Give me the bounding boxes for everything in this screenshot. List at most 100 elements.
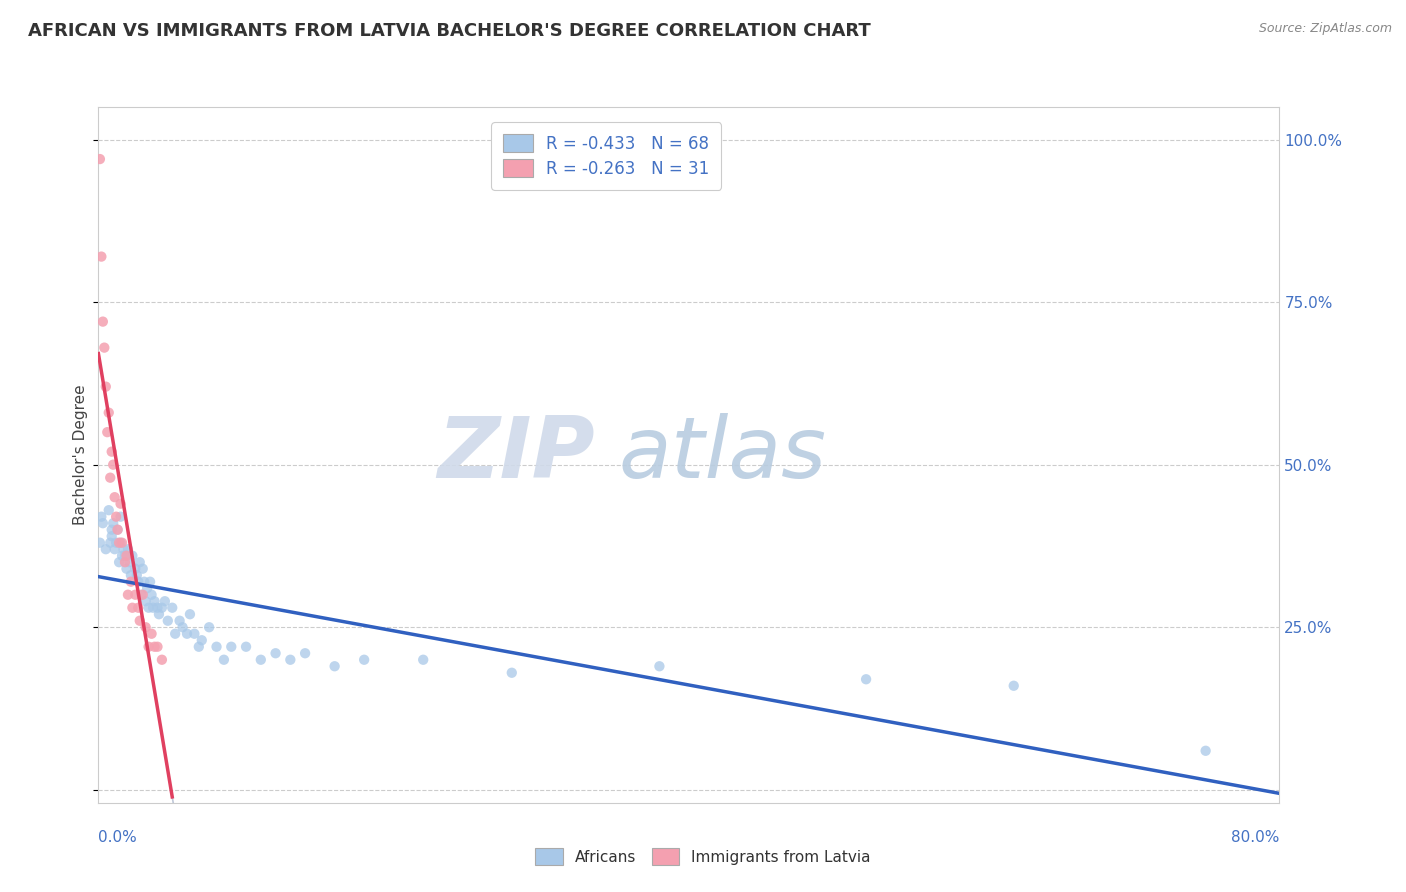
- Text: atlas: atlas: [619, 413, 827, 497]
- Point: [107, 523, 129, 537]
- Text: 0.0%: 0.0%: [98, 830, 138, 845]
- Point: [114, 549, 136, 563]
- Point: [143, 594, 166, 608]
- Point: [353, 653, 375, 667]
- Point: [120, 574, 142, 589]
- Point: [143, 640, 166, 654]
- Text: AFRICAN VS IMMIGRANTS FROM LATVIA BACHELOR'S DEGREE CORRELATION CHART: AFRICAN VS IMMIGRANTS FROM LATVIA BACHEL…: [28, 22, 870, 40]
- Point: [250, 653, 273, 667]
- Point: [138, 640, 160, 654]
- Point: [141, 588, 163, 602]
- Point: [264, 646, 287, 660]
- Point: [132, 562, 155, 576]
- Point: [191, 633, 214, 648]
- Point: [94, 542, 117, 557]
- Point: [121, 549, 143, 563]
- Point: [97, 503, 120, 517]
- Point: [135, 594, 157, 608]
- Point: [105, 535, 128, 549]
- Point: [115, 549, 138, 563]
- Point: [100, 444, 122, 458]
- Point: [103, 458, 125, 472]
- Point: [104, 542, 127, 557]
- Point: [412, 653, 434, 667]
- Point: [111, 549, 134, 563]
- Point: [94, 379, 117, 393]
- Point: [98, 535, 121, 549]
- Point: [146, 640, 169, 654]
- Point: [127, 574, 149, 589]
- Point: [105, 509, 128, 524]
- Point: [124, 562, 146, 576]
- Point: [93, 341, 115, 355]
- Point: [108, 555, 131, 569]
- Point: [110, 535, 132, 549]
- Legend: R = -0.433   N = 68, R = -0.263   N = 31: R = -0.433 N = 68, R = -0.263 N = 31: [491, 122, 721, 190]
- Text: 80.0%: 80.0%: [1232, 830, 1279, 845]
- Point: [139, 574, 162, 589]
- Point: [278, 653, 302, 667]
- Point: [98, 471, 121, 485]
- Point: [91, 315, 114, 329]
- Point: [132, 588, 155, 602]
- Point: [129, 588, 152, 602]
- Point: [124, 588, 146, 602]
- Point: [150, 653, 173, 667]
- Point: [89, 535, 111, 549]
- Point: [107, 523, 129, 537]
- Point: [110, 497, 132, 511]
- Point: [121, 600, 143, 615]
- Point: [103, 516, 125, 531]
- Point: [108, 535, 131, 549]
- Point: [219, 640, 242, 654]
- Point: [141, 626, 163, 640]
- Point: [115, 562, 138, 576]
- Point: [169, 614, 191, 628]
- Point: [172, 620, 194, 634]
- Point: [90, 250, 112, 264]
- Point: [97, 406, 120, 420]
- Point: [104, 490, 127, 504]
- Point: [120, 568, 142, 582]
- Legend: Africans, Immigrants from Latvia: Africans, Immigrants from Latvia: [524, 838, 882, 875]
- Point: [150, 600, 173, 615]
- Point: [501, 665, 523, 680]
- Point: [142, 600, 165, 615]
- Point: [1195, 744, 1218, 758]
- Point: [179, 607, 201, 622]
- Point: [96, 425, 118, 439]
- Point: [91, 516, 114, 531]
- Point: [855, 672, 877, 686]
- Point: [198, 620, 221, 634]
- Point: [165, 626, 187, 640]
- Point: [148, 607, 170, 622]
- Point: [1002, 679, 1025, 693]
- Point: [125, 568, 148, 582]
- Point: [183, 626, 205, 640]
- Point: [100, 523, 122, 537]
- Point: [110, 509, 132, 524]
- Point: [89, 152, 111, 166]
- Point: [205, 640, 228, 654]
- Point: [128, 555, 150, 569]
- Point: [127, 600, 149, 615]
- Point: [117, 542, 139, 557]
- Point: [114, 555, 136, 569]
- Point: [135, 620, 157, 634]
- Point: [117, 588, 139, 602]
- Point: [294, 646, 316, 660]
- Point: [136, 581, 159, 595]
- Point: [648, 659, 671, 673]
- Point: [162, 600, 183, 615]
- Text: ZIP: ZIP: [437, 413, 595, 497]
- Point: [118, 555, 141, 569]
- Text: Source: ZipAtlas.com: Source: ZipAtlas.com: [1258, 22, 1392, 36]
- Point: [134, 574, 156, 589]
- Point: [235, 640, 257, 654]
- Point: [156, 614, 179, 628]
- Point: [153, 594, 176, 608]
- Point: [138, 600, 160, 615]
- Point: [112, 542, 135, 557]
- Point: [90, 509, 112, 524]
- Point: [176, 626, 198, 640]
